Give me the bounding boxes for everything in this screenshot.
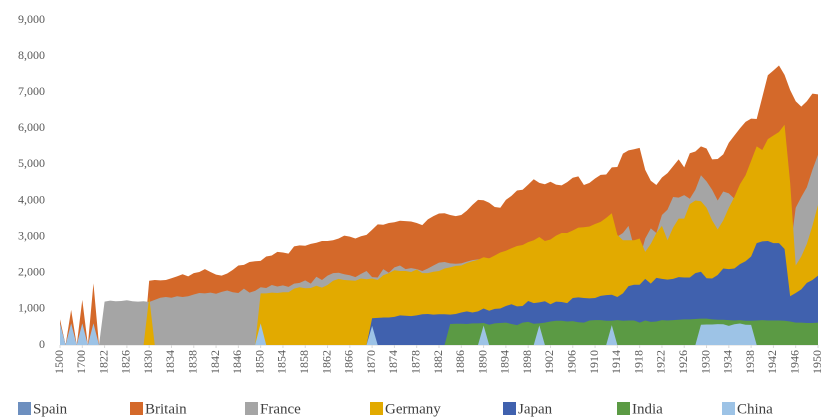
legend-label: France (260, 401, 301, 417)
x-tick-label: 1898 (520, 350, 534, 374)
x-tick-label: 1894 (498, 350, 512, 374)
x-tick-label: 1922 (654, 350, 668, 374)
legend-item: Japan (503, 401, 553, 417)
x-tick-label: 1838 (186, 350, 200, 374)
legend-label: China (737, 401, 773, 417)
x-tick-label: 1906 (565, 350, 579, 374)
legend-item: China (722, 401, 773, 417)
legend-swatch (245, 402, 258, 415)
x-tick-label: 1910 (587, 350, 601, 374)
x-tick-label: 1822 (96, 350, 110, 374)
x-tick-label: 1500 (52, 350, 66, 374)
x-tick-label: 1926 (676, 350, 690, 374)
y-tick-label: 1,000 (18, 301, 45, 315)
legend-label: Britain (145, 401, 187, 417)
x-tick-label: 1700 (74, 350, 88, 374)
legend-label: India (632, 401, 663, 417)
legend-label: Germany (385, 401, 441, 417)
x-tick-label: 1878 (408, 350, 422, 374)
x-tick-label: 1834 (163, 350, 177, 374)
x-tick-label: 1858 (297, 350, 311, 374)
x-tick-label: 1946 (787, 350, 801, 374)
x-tick-label: 1830 (141, 350, 155, 374)
x-tick-label: 1870 (364, 350, 378, 374)
x-tick-label: 1934 (721, 350, 735, 374)
legend-swatch (503, 402, 516, 415)
x-tick-label: 1882 (431, 350, 445, 374)
legend-label: Japan (518, 401, 553, 417)
legend-swatch (370, 402, 383, 415)
legend-swatch (130, 402, 143, 415)
x-tick-label: 1930 (698, 350, 712, 374)
x-tick-label: 1938 (743, 350, 757, 374)
y-tick-label: 7,000 (18, 84, 45, 98)
legend-item: France (245, 401, 301, 417)
legend-item: Spain (18, 401, 68, 417)
x-tick-label: 1890 (475, 350, 489, 374)
y-tick-label: 2,000 (18, 265, 45, 279)
legend-swatch (722, 402, 735, 415)
legend-item: Germany (370, 401, 441, 417)
y-tick-label: 4,000 (18, 192, 45, 206)
x-tick-label: 1846 (230, 350, 244, 374)
x-tick-label: 1942 (765, 350, 779, 374)
legend-label: Spain (33, 401, 68, 417)
y-tick-label: 6,000 (18, 120, 45, 134)
legend-item: India (617, 401, 663, 417)
x-tick-label: 1850 (252, 350, 266, 374)
y-tick-label: 0 (39, 337, 45, 351)
x-tick-label: 1842 (208, 350, 222, 374)
x-tick-label: 1950 (810, 350, 822, 374)
y-tick-label: 9,000 (18, 12, 45, 26)
x-tick-label: 1914 (609, 350, 623, 374)
y-tick-label: 3,000 (18, 228, 45, 242)
legend-swatch (617, 402, 630, 415)
x-tick-label: 1826 (119, 350, 133, 374)
y-tick-label: 5,000 (18, 156, 45, 170)
x-tick-label: 1854 (275, 350, 289, 374)
x-tick-label: 1874 (386, 350, 400, 374)
y-tick-label: 8,000 (18, 48, 45, 62)
x-tick-label: 1902 (542, 350, 556, 374)
legend-swatch (18, 402, 31, 415)
legend-item: Britain (130, 401, 187, 417)
x-tick-label: 1862 (319, 350, 333, 374)
x-tick-label: 1866 (342, 350, 356, 374)
x-tick-label: 1918 (631, 350, 645, 374)
x-tick-label: 1886 (453, 350, 467, 374)
